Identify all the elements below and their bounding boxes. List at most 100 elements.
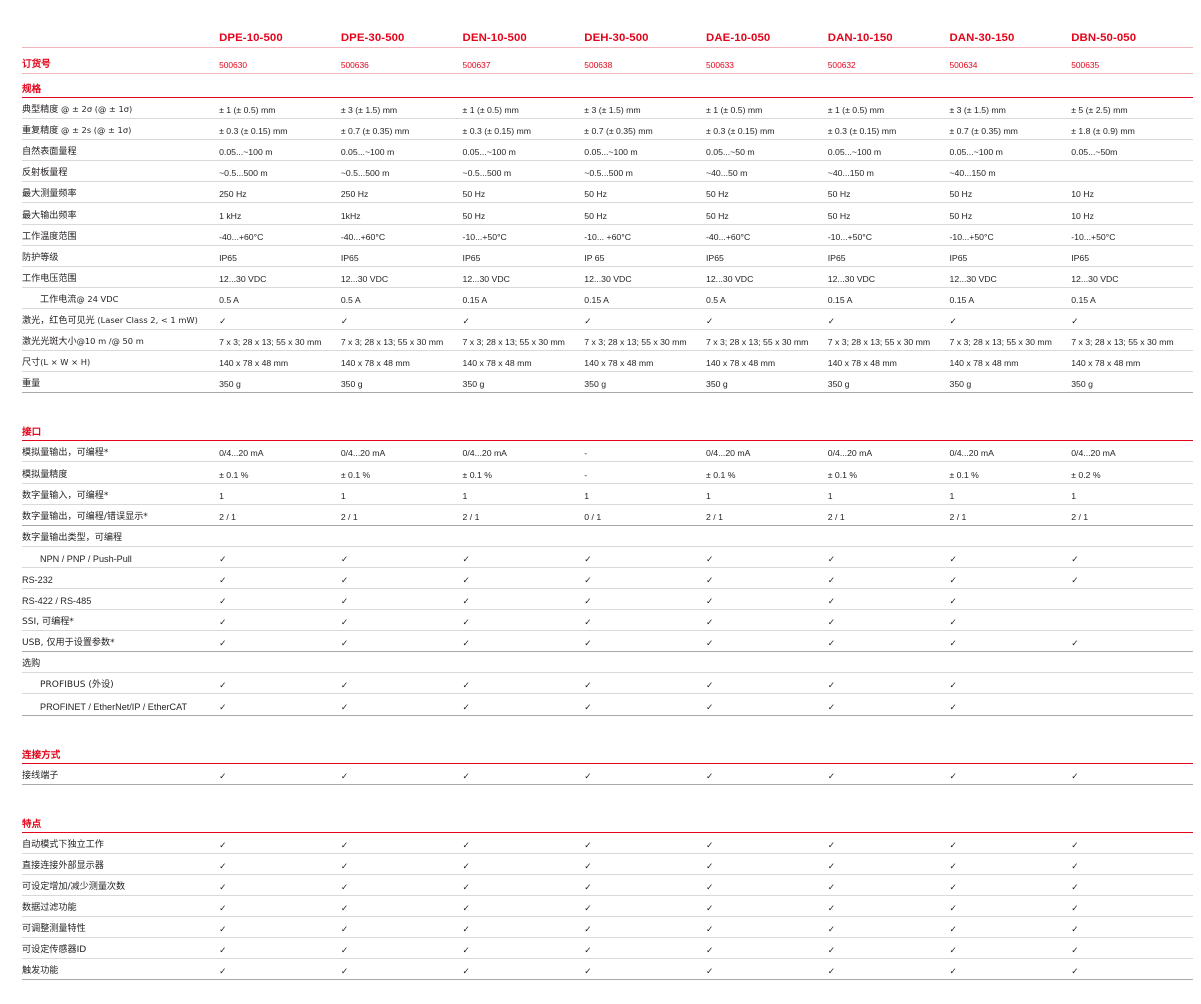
- check-cell: ✓: [827, 916, 950, 939]
- section-header-filler: [1071, 417, 1193, 442]
- table-row: 可设定增加/减少测量次数 ✓ ✓ ✓ ✓ ✓ ✓ ✓ ✓: [22, 874, 1193, 896]
- row-label-main: 可设定传感器ID: [22, 945, 87, 956]
- check-cell: ✓: [219, 958, 341, 981]
- row-label-main: USB, 仅用于设置参数*: [22, 638, 115, 649]
- value-cell: IP65: [949, 245, 1072, 267]
- value-cell: ± 0.1 %: [219, 461, 341, 484]
- check-cell: ✓: [949, 895, 1072, 918]
- section-header-filler: [584, 73, 707, 98]
- value-cell: -: [584, 461, 707, 484]
- value-cell: ~0.5...500 m: [462, 160, 585, 183]
- row-label-sub: @ ± 2σ (@ ± 1σ): [58, 104, 133, 115]
- table-row: 反射板量程 ~0.5...500 m ~0.5...500 m ~0.5...500 …: [22, 160, 1193, 183]
- check-cell: ✓: [340, 916, 463, 939]
- check-cell: ✓: [462, 763, 585, 785]
- value-cell: 350 g: [706, 371, 828, 394]
- value-cell: [584, 525, 707, 547]
- check-cell: ✓: [706, 672, 828, 695]
- value-cell: 140 x 78 x 48 mm: [584, 350, 707, 373]
- order-number-label: 订货号: [22, 47, 220, 74]
- value-cell: 0.15 A: [462, 287, 585, 309]
- value-cell: 50 Hz: [706, 202, 828, 225]
- value-cell: 0.05...~100 m: [340, 139, 463, 162]
- section-header-filler: [462, 417, 585, 442]
- value-cell: 350 g: [584, 371, 707, 394]
- section-header-filler: [340, 73, 463, 98]
- specification-table: DPE-10-500 DPE-30-500 DEN-10-500 DEH-30-500…: [22, 22, 1193, 1004]
- value-cell: 350 g: [827, 371, 950, 394]
- row-label: 激光，红色可见光 (Laser Class 2, < 1 mW): [22, 308, 220, 331]
- check-cell: ✓: [949, 693, 1072, 716]
- check-cell: ✓: [340, 874, 463, 896]
- value-cell: ± 0.3 (± 0.15) mm: [706, 118, 828, 141]
- check-cell: ✓: [827, 895, 950, 918]
- column-header-dbn-50-050: DBN-50-050: [1071, 32, 1137, 44]
- section-header-filler: [827, 808, 950, 833]
- check-cell: ✓: [462, 567, 585, 589]
- row-label: 最大测量频率: [22, 181, 220, 204]
- section-header-filler: [584, 417, 707, 442]
- value-cell: -40...+60°C: [340, 224, 463, 246]
- table-row: 选购: [22, 651, 1193, 674]
- value-cell: [827, 525, 950, 547]
- check-cell: ✓: [827, 308, 950, 331]
- check-cell: ✓: [584, 763, 707, 785]
- check-cell: ✓: [827, 630, 950, 653]
- row-label: 数字量输出类型，可编程: [22, 525, 220, 547]
- check-cell: ✓: [706, 916, 828, 939]
- check-cell: ✓: [949, 672, 1072, 695]
- section-header-filler: [462, 739, 585, 764]
- value-cell: ~40...150 m: [827, 160, 950, 183]
- check-cell: ✓: [462, 630, 585, 653]
- value-cell: ± 0.1 %: [949, 461, 1072, 484]
- check-cell: ✓: [462, 588, 585, 611]
- value-cell: [827, 651, 950, 674]
- check-cell: ✓: [340, 588, 463, 611]
- value-cell: 2 / 1: [949, 504, 1072, 526]
- row-label: 模拟量输出，可编程*: [22, 440, 220, 463]
- row-label: 数据过滤功能: [22, 895, 220, 918]
- value-cell: ± 0.3 (± 0.15) mm: [462, 118, 585, 141]
- check-cell: ✓: [219, 672, 341, 695]
- value-cell: 0/4...20 mA: [949, 440, 1072, 463]
- column-header-deh-30-500: DEH-30-500: [584, 32, 649, 44]
- value-cell: 2 / 1: [340, 504, 463, 526]
- row-label: USB, 仅用于设置参数*: [22, 630, 220, 653]
- check-cell: ✓: [827, 693, 950, 716]
- check-cell: ✓: [827, 958, 950, 981]
- value-cell: [584, 651, 707, 674]
- value-cell: ± 1 (± 0.5) mm: [706, 97, 828, 120]
- check-cell: ✓: [1071, 832, 1193, 854]
- check-cell: ✓: [219, 630, 341, 653]
- check-cell: ✓: [706, 853, 828, 875]
- value-cell: ± 1 (± 0.5) mm: [219, 97, 341, 120]
- order-number-value: 500637: [462, 47, 585, 74]
- value-cell: 50 Hz: [949, 202, 1072, 225]
- section-header-filler: [949, 739, 1072, 764]
- check-cell: [1071, 693, 1193, 716]
- table-row: USB, 仅用于设置参数* ✓ ✓ ✓ ✓ ✓ ✓ ✓ ✓: [22, 630, 1193, 653]
- value-cell: 350 g: [462, 371, 585, 394]
- value-cell: 50 Hz: [827, 202, 950, 225]
- section-header-filler: [340, 808, 463, 833]
- check-cell: ✓: [949, 763, 1072, 785]
- row-label: PROFINET / EtherNet/IP / EtherCAT: [22, 693, 220, 716]
- value-cell: ± 0.1 %: [706, 461, 828, 484]
- value-cell: ± 0.1 %: [340, 461, 463, 484]
- value-cell: 1: [584, 483, 707, 505]
- row-label-main: 工作温度范围: [22, 231, 77, 242]
- check-cell: ✓: [462, 832, 585, 854]
- check-cell: ✓: [219, 874, 341, 896]
- row-label: PROFIBUS (外设): [22, 672, 220, 695]
- row-label-main: 可调整测量特性: [22, 924, 86, 935]
- row-label-main: RS-422 / RS-485: [22, 596, 92, 607]
- table-row: PROFINET / EtherNet/IP / EtherCAT ✓ ✓ ✓ ✓ ✓ ✓ ✓: [22, 693, 1193, 716]
- value-cell: ± 0.7 (± 0.35) mm: [584, 118, 707, 141]
- value-cell: [706, 651, 828, 674]
- column-header-dan-10-150: DAN-10-150: [827, 32, 893, 44]
- value-cell: 50 Hz: [462, 202, 585, 225]
- order-number-row: 订货号 500630 500636 500637 500638 500633 500632 5…: [22, 47, 1193, 74]
- table-row: 防护等级 IP65 IP65 IP65 IP 65 IP65 IP65 IP65 IP65: [22, 245, 1193, 267]
